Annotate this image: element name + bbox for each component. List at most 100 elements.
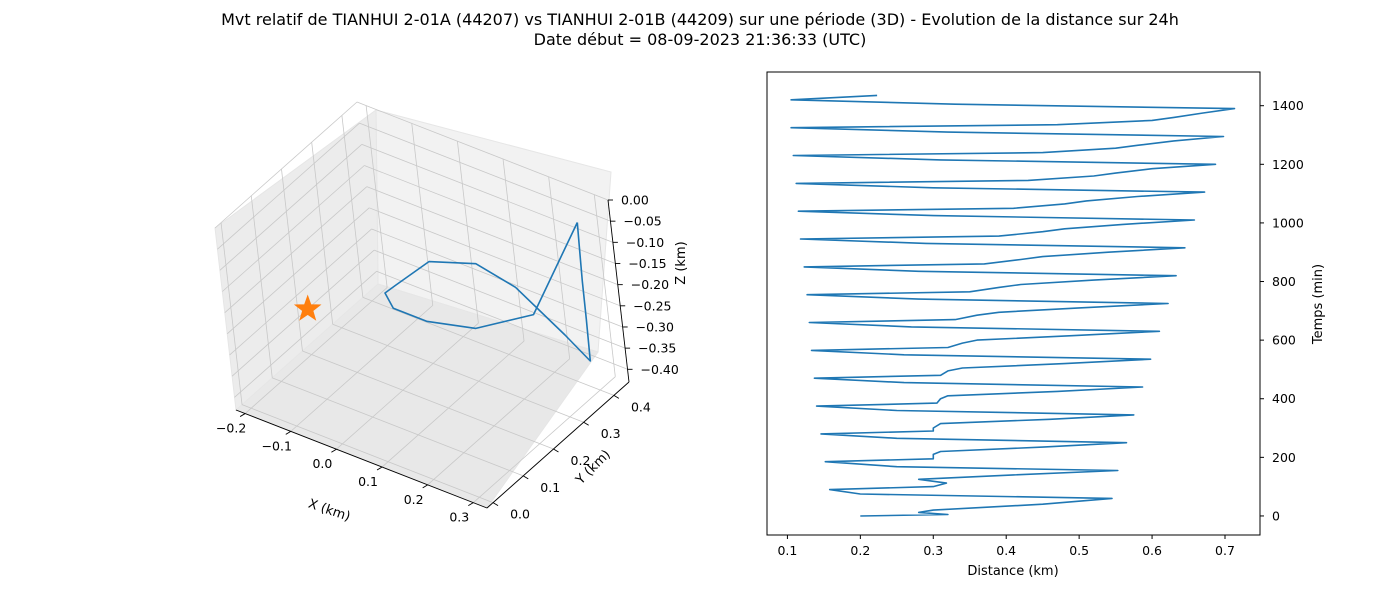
plot-2d-frame: [766, 71, 1261, 536]
grid-line-z-back: [369, 207, 621, 307]
grid-line-y-floor: [302, 350, 554, 450]
grid-line-z-side: [224, 186, 368, 313]
z-tick-label-3d: −0.05: [623, 214, 661, 229]
grid-line-x-floor: [381, 340, 525, 468]
x-tick-mark-3d: [376, 466, 383, 471]
x-tick-mark-3d: [468, 502, 474, 507]
x-tick-label-2d: 0.2: [850, 543, 870, 558]
x-axis-label-2d: Distance (km): [967, 564, 1058, 579]
x-tick-mark-3d: [422, 484, 428, 489]
chart-title-line-1: Mvt relatif de TIANHUI 2-01A (44207) vs …: [221, 10, 1179, 29]
grid-line-z-back: [356, 101, 609, 201]
grid-line-z-side: [229, 228, 372, 356]
grid-line-x-floor: [290, 305, 434, 432]
y-tick-mark-3d: [492, 502, 499, 507]
x-tick-label-3d: 0.1: [358, 474, 378, 489]
plot-3d-panel: −0.2 −0.1 0.0 0.1 0.2 0.3 0.0 0.1 0.2 0.3 0.4 0.00 −…: [214, 101, 689, 525]
x-tick-label-3d: 0.0: [312, 456, 332, 471]
z-tick-label-3d: −0.25: [633, 298, 671, 313]
x-tick-label-2d: 0.4: [996, 543, 1016, 558]
x-tick-label-3d: −0.1: [262, 438, 292, 453]
y-tick-label-3d: 0.0: [510, 507, 530, 522]
y-tick-label-2d: 1000: [1272, 215, 1304, 230]
z-tick-label-3d: −0.30: [636, 319, 674, 334]
z-axis-3d: [607, 199, 630, 383]
x-tick-label-2d: 0.5: [1069, 543, 1089, 558]
x-tick-label-2d: 0.3: [923, 543, 943, 558]
x-ticks-2d: 0.1 0.2 0.3 0.4 0.5 0.6 0.7: [777, 535, 1235, 558]
grid-line-z-side: [234, 271, 377, 398]
x-tick-label-3d: 0.2: [404, 492, 424, 507]
x-tick-label-3d: −0.2: [216, 421, 246, 436]
grid-line-z-back: [371, 228, 623, 328]
grid-line-y-wall: [220, 222, 243, 405]
grid-line-x-floor: [473, 376, 616, 503]
grid-line-z-side: [219, 144, 363, 271]
grid-line-y-floor: [362, 297, 615, 396]
y-tick-label-3d: 0.2: [571, 453, 591, 468]
grid-line-z-side: [222, 165, 365, 292]
y-tick-label-2d: 400: [1272, 391, 1296, 406]
grid-line-y-wall: [250, 195, 273, 378]
z-axis-label-3d: Z (km): [674, 241, 689, 284]
x-axis-label-3d: X (km): [306, 497, 352, 525]
chart-title-line-2: Date début = 08-09-2023 21:36:33 (UTC): [534, 30, 867, 49]
grid-line-y-wall: [281, 168, 303, 352]
y-tick-label-2d: 0: [1272, 508, 1280, 523]
y-tick-label-3d: 0.4: [631, 399, 651, 414]
plot-2d-panel: 0.1 0.2 0.3 0.4 0.5 0.6 0.7 0 200 400 600 800 1000 1…: [766, 71, 1326, 579]
z-tick-label-3d: −0.20: [631, 277, 669, 292]
y-axis-label-2d: Temps (min): [1311, 264, 1326, 345]
grid-line-y-wall: [341, 115, 364, 298]
grid-line-z-back: [376, 270, 628, 370]
axes-3d: [235, 199, 630, 509]
z-tick-label-3d: −0.10: [626, 235, 664, 250]
y-tick-mark-3d: [583, 421, 589, 426]
grid-line-z-side: [226, 207, 370, 335]
grid-3d: [214, 101, 628, 504]
z-tick-label-3d: −0.15: [628, 256, 666, 271]
y-tick-label-2d: 200: [1272, 450, 1296, 465]
x-tick-label-2d: 0.1: [777, 543, 797, 558]
x-tick-label-3d: 0.3: [449, 510, 469, 525]
distance-line: [790, 94, 1236, 517]
grid-line-x-wall: [411, 123, 434, 306]
grid-line-z-back: [364, 165, 616, 264]
grid-line-z-back: [373, 249, 626, 349]
grid-line-x-floor: [244, 287, 388, 414]
grid-line-z-side: [214, 101, 358, 229]
y-axis-3d: [486, 381, 630, 509]
x-tick-label-2d: 0.7: [1215, 543, 1235, 558]
start-star-marker: [293, 294, 322, 321]
y-tick-label-3d: 0.1: [540, 480, 560, 495]
x-axis-3d: [235, 409, 488, 509]
y-tick-mark-3d: [553, 448, 559, 453]
grid-line-x-wall: [593, 194, 616, 377]
y-tick-label-2d: 800: [1272, 274, 1296, 289]
z-tick-label-3d: −0.40: [641, 362, 679, 377]
y-tick-label-2d: 1400: [1272, 98, 1304, 113]
grid-line-z-side: [217, 122, 360, 250]
z-tick-label-3d: −0.35: [638, 341, 676, 356]
grid-line-x-floor: [427, 358, 570, 486]
x-tick-label-2d: 0.6: [1142, 543, 1162, 558]
ticks-3d: −0.2 −0.1 0.0 0.1 0.2 0.3 0.0 0.1 0.2 0.3 0.4 0.00 −…: [216, 193, 679, 525]
grid-line-y-floor: [272, 377, 524, 477]
grid-line-z-back: [366, 186, 618, 286]
grid-line-y-floor: [332, 323, 584, 423]
grid-line-y-wall: [311, 142, 334, 325]
y-tick-label-2d: 600: [1272, 333, 1296, 348]
y-ticks-2d: 0 200 400 600 800 1000 1200 1400: [1260, 98, 1304, 523]
z-tick-label-3d: 0.00: [621, 193, 649, 208]
y-tick-label-2d: 1200: [1272, 157, 1304, 172]
y-tick-mark-3d: [613, 395, 620, 399]
grid-line-z-back: [359, 122, 611, 222]
y-tick-label-3d: 0.3: [601, 426, 621, 441]
grid-line-x-floor: [336, 322, 479, 450]
grid-line-x-wall: [548, 176, 571, 359]
grid-line-x-wall: [457, 141, 479, 324]
grid-line-y-floor: [241, 404, 494, 504]
x-tick-mark-3d: [331, 448, 337, 453]
x-tick-mark-3d: [285, 430, 291, 435]
